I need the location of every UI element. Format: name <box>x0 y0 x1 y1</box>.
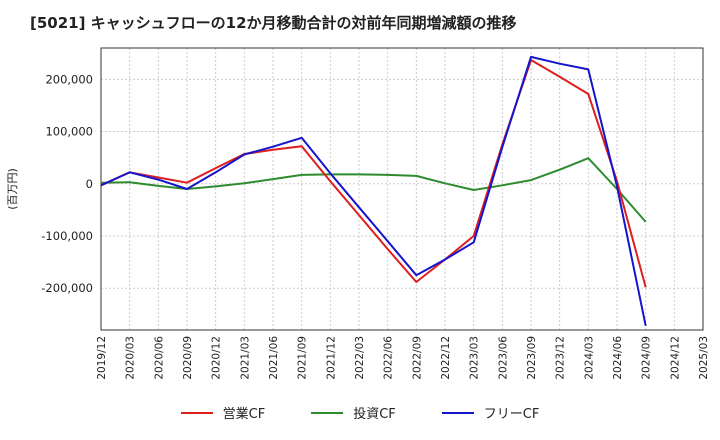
x-tick-label: 2022/09 <box>411 336 423 380</box>
x-tick-label: 2024/06 <box>612 336 624 380</box>
y-axis-title: (百万円) <box>6 168 19 210</box>
x-tick-label: 2022/12 <box>440 336 452 380</box>
x-tick-label: 2024/12 <box>669 336 681 380</box>
x-tick-label: 2023/06 <box>497 336 509 380</box>
x-tick-label: 2020/12 <box>211 336 223 380</box>
x-tick-label: 2022/06 <box>383 336 395 380</box>
legend-swatch <box>180 411 213 414</box>
legend-swatch <box>441 411 474 414</box>
series-line-free-cf <box>100 55 647 327</box>
x-tick-label: 2021/06 <box>268 336 280 380</box>
legend-label: フリーCF <box>483 407 540 422</box>
x-tick-label: 2021/03 <box>239 336 251 380</box>
x-tick-label: 2023/09 <box>526 336 538 380</box>
x-tick-label: 2024/09 <box>641 336 653 380</box>
x-tick-label: 2019/12 <box>96 336 108 380</box>
x-tick-label: 2023/12 <box>555 336 567 380</box>
legend-item: フリーCF <box>441 403 540 422</box>
chart-title: [5021] キャッシュフローの12か月移動合計の対前年同期増減額の推移 <box>30 14 517 32</box>
legend-item: 営業CF <box>180 403 266 422</box>
x-tick-label: 2020/03 <box>125 336 137 380</box>
legend-label: 営業CF <box>222 407 266 422</box>
x-tick-label: 2021/09 <box>297 336 309 380</box>
y-tick-label: -200,000 <box>41 281 93 295</box>
y-tick-label: 200,000 <box>45 72 93 86</box>
legend-item: 投資CF <box>311 403 396 422</box>
x-tick-label: 2020/06 <box>153 336 165 380</box>
y-tick-label: 0 <box>86 177 93 191</box>
y-tick-label: -100,000 <box>41 229 93 243</box>
series-line-investing-cf <box>100 157 647 223</box>
chart-legend: 営業CF 投資CF フリーCF <box>0 403 720 422</box>
x-tick-label: 2024/03 <box>583 336 595 380</box>
plot-frame <box>100 47 704 331</box>
x-tick-label: 2023/03 <box>469 336 481 380</box>
legend-label: 投資CF <box>353 407 396 422</box>
x-tick-label: 2020/09 <box>182 336 194 380</box>
x-tick-label: 2022/03 <box>354 336 366 380</box>
legend-swatch <box>311 411 344 414</box>
x-tick-label: 2021/12 <box>325 336 337 380</box>
series-line-operating-cf <box>100 59 647 288</box>
x-tick-label: 2025/03 <box>698 336 710 380</box>
y-tick-label: 100,000 <box>45 125 93 139</box>
